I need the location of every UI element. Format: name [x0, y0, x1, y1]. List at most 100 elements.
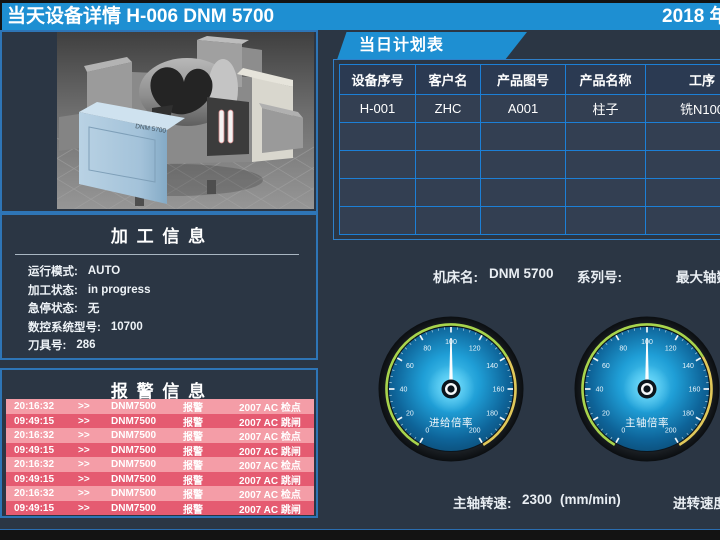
bottom-divider: [0, 529, 720, 530]
gauge-tick-label: 200: [469, 428, 481, 435]
info-label: 数控系统型号:: [28, 321, 101, 334]
spindle-speed-unit: (mm/min): [560, 492, 621, 507]
alarm-row: 09:49:15 >> DNM7500 报警 2007 AC 跳闸: [6, 413, 314, 429]
table-cell: [646, 179, 720, 206]
cnc-machine-body: DNM 5700: [59, 36, 303, 206]
alarm-arrow: >>: [78, 459, 90, 470]
alarm-time: 09:49:15: [14, 502, 55, 514]
serial-number-label: 系列号:: [577, 270, 622, 285]
max-axis-label: 最大轴数: [676, 270, 720, 285]
alarm-row: 09:49:15 >> DNM7500 报警 2007 AC 跳闸: [6, 442, 314, 458]
processing-fields: 运行模式: AUTO 加工状态: in progress 急停状态: 无数控系统型号: 10…: [2, 260, 316, 355]
info-value: 无: [87, 303, 100, 316]
feed-override-gauge: 020406080100120140160180200进给倍率: [378, 316, 524, 462]
table-cell: [416, 123, 480, 150]
info-label: 急停状态:: [28, 303, 78, 316]
info-label: 运行模式:: [28, 266, 78, 279]
info-row: 数控系统型号: 10700: [28, 318, 316, 337]
alarm-time: 20:16:32: [14, 401, 55, 412]
alarm-rows: 20:16:32 >> DNM7500 报警 2007 AC 检点 09:49:15 >> D…: [4, 399, 316, 516]
plan-table: 设备序号 客户名 产品图号 产品名称 工序 H-001 ZHC A001 柱子 铣N100: [339, 64, 720, 235]
info-value: in progress: [87, 283, 151, 296]
alarm-arrow: >>: [78, 444, 90, 456]
table-cell: [340, 179, 415, 206]
alarm-info-panel: 报 警 信 息 20:16:32 >> DNM7500 报警 2007 AC 检点 09:…: [0, 368, 318, 518]
table-cell: 铣N100: [646, 95, 720, 122]
table-cell: [481, 207, 565, 234]
alarm-type: 报警: [183, 432, 203, 443]
gauge-tick-label: 180: [682, 410, 694, 417]
machine-3d-render: DNM 5700: [57, 32, 314, 209]
table-cell: 柱子: [566, 95, 645, 122]
table-cell: [646, 123, 720, 150]
gauge-tick-label: 20: [406, 410, 414, 417]
table-cell: A001: [481, 95, 565, 122]
table-cell: [340, 207, 415, 234]
alarm-arrow: >>: [78, 488, 90, 499]
machine-name-label: 机床名:: [433, 270, 478, 285]
alarm-device: DNM7500: [111, 430, 157, 441]
gauge-tick-label: 80: [619, 346, 627, 353]
table-cell: [481, 179, 565, 206]
table-cell: [416, 179, 480, 206]
alarm-arrow: >>: [78, 415, 90, 427]
alarm-row: 20:16:32 >> DNM7500 报警 2007 AC 检点: [6, 399, 314, 414]
table-cell: [566, 123, 645, 150]
info-value: AUTO: [87, 265, 121, 278]
feed-speed-label: 进转速度: [673, 496, 720, 511]
table-cell: [646, 151, 720, 178]
alarm-device: DNM7500: [111, 415, 157, 427]
table-cell: [481, 123, 565, 150]
alarm-device: DNM7500: [111, 488, 157, 499]
info-value: 10700: [110, 320, 143, 333]
alarm-row: 09:49:15 >> DNM7500 报警 2007 AC 跳闸: [6, 500, 314, 516]
title-divider: [15, 254, 299, 255]
machine-image-panel: DNM 5700: [0, 30, 318, 213]
alarm-type: 报警: [183, 461, 203, 472]
gauge-green-arc: [581, 323, 704, 446]
alarm-arrow: >>: [78, 401, 90, 412]
table-cell: [566, 207, 645, 234]
page-title: 当天设备详情 H-006 DNM 5700: [7, 6, 275, 27]
gauge-tick-label: 0: [425, 428, 429, 435]
alarm-detail: 2007 AC 检点: [239, 432, 301, 443]
header-date: 2018 年: [662, 6, 720, 27]
alarm-detail: 2007 AC 跳闸: [239, 504, 301, 516]
spindle-speed-label: 主轴转速:: [453, 496, 512, 511]
header-bar: 当天设备详情 H-006 DNM 5700 2018 年: [2, 3, 720, 30]
alarm-arrow: >>: [78, 502, 90, 514]
gauge-tick-label: 120: [469, 346, 481, 353]
alarm-device: DNM7500: [111, 401, 157, 412]
alarm-type: 报警: [183, 403, 203, 414]
table-cell: [566, 151, 645, 178]
gauge-tick-label: 140: [682, 363, 694, 370]
gauge-title: 主轴倍率: [625, 416, 669, 429]
table-cell: [481, 151, 565, 178]
gauge-yellow-arc: [482, 356, 517, 446]
alarm-device: DNM7500: [111, 444, 157, 456]
alarm-row: 20:16:32 >> DNM7500 报警 2007 AC 检点: [6, 428, 314, 443]
table-header-cell: 设备序号: [340, 65, 415, 94]
table-cell: [566, 179, 645, 206]
alarm-row: 20:16:32 >> DNM7500 报警 2007 AC 检点: [6, 486, 314, 501]
gauge-tick-label: 160: [493, 387, 505, 394]
gauge-green-arc: [385, 323, 508, 446]
processing-info-panel: 加 工 信 息 运行模式: AUTO 加工状态: in progress 急停状态: 无数…: [0, 213, 318, 360]
alarm-device: DNM7500: [111, 459, 157, 470]
bottom-strip: [0, 530, 720, 540]
alarm-type: 报警: [183, 475, 203, 487]
machine-name-value: DNM 5700: [489, 266, 554, 281]
gauge-tick-label: 0: [621, 428, 625, 435]
alarm-type: 报警: [183, 446, 203, 458]
info-value: 286: [76, 339, 96, 352]
info-row: 运行模式: AUTO: [28, 262, 316, 281]
alarm-time: 20:16:32: [14, 459, 55, 470]
table-header-cell: 产品名称: [566, 65, 645, 94]
alarm-detail: 2007 AC 检点: [239, 461, 301, 472]
machine-door-label: DNM 5700: [135, 123, 167, 135]
gauge-tick-label: 40: [400, 387, 408, 394]
alarm-time: 20:16:32: [14, 488, 55, 499]
gauge-yellow-arc: [678, 356, 713, 446]
gauge-tick-label: 140: [486, 363, 498, 370]
